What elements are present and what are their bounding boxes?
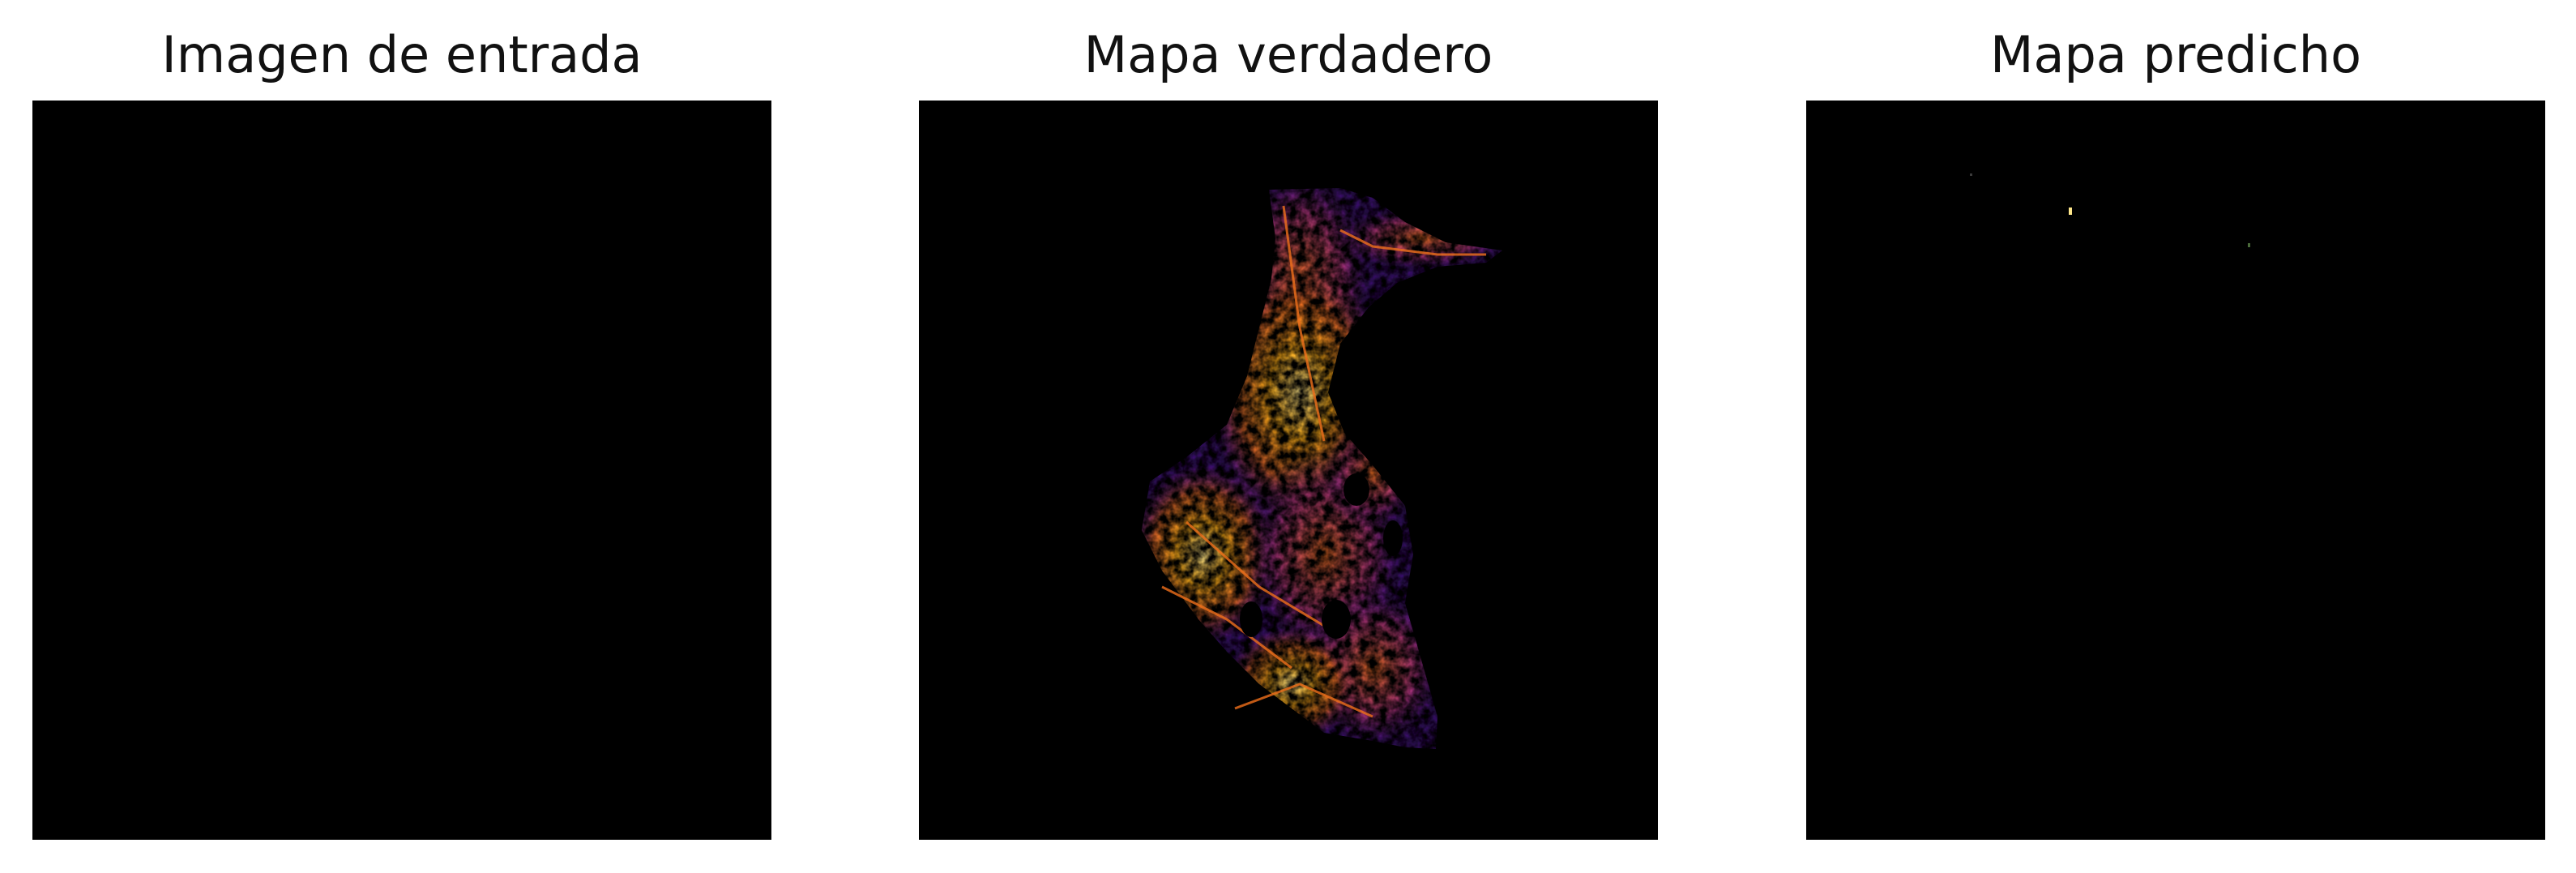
- predicted-map-canvas: [1806, 101, 2545, 840]
- input-image: [32, 101, 771, 840]
- panel-title: Mapa predicho: [1989, 25, 2362, 84]
- true-map-image: [919, 101, 1658, 840]
- true-map-heatmap: [919, 101, 1658, 840]
- predicted-map-image: [1806, 101, 2545, 840]
- panel-title: Imagen de entrada: [161, 25, 643, 84]
- predicted-speck: [2248, 243, 2250, 247]
- panel-title: Mapa verdadero: [1083, 25, 1493, 84]
- panel-predicted-map: Mapa predicho: [1806, 0, 2545, 873]
- panel-true-map: Mapa verdadero: [919, 0, 1658, 873]
- input-image-canvas: [32, 101, 771, 840]
- predicted-speck: [1970, 173, 1972, 176]
- panel-input-image: Imagen de entrada: [32, 0, 771, 873]
- predicted-speck: [2069, 208, 2072, 215]
